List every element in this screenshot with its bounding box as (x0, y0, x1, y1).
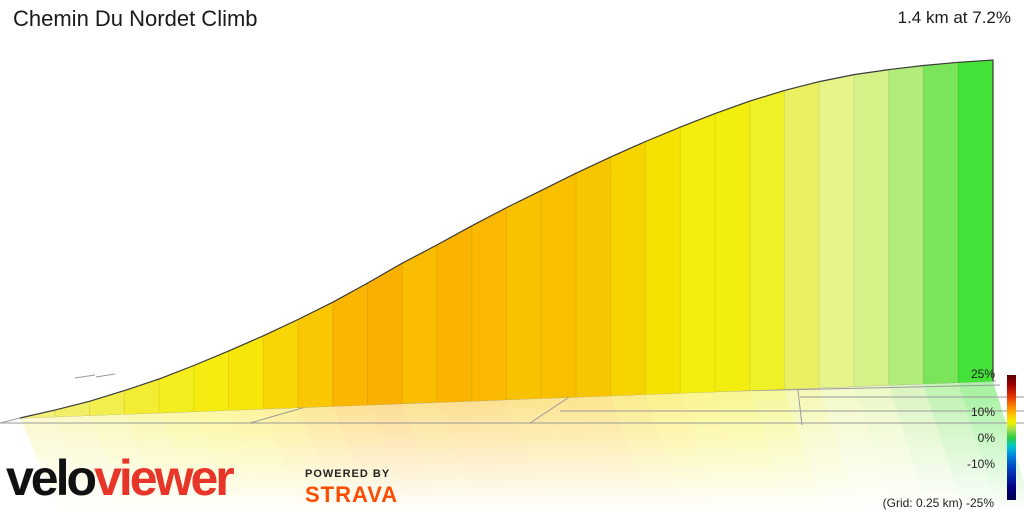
profile-outline (19, 59, 994, 419)
grid-mark (74, 374, 96, 379)
page-title: Chemin Du Nordet Climb (13, 6, 258, 31)
grade-band (540, 172, 577, 399)
scale-label-25: 25% (970, 367, 995, 381)
grade-band (784, 81, 820, 390)
grade-band (436, 225, 473, 403)
grade-band (193, 350, 229, 412)
grade-band (506, 189, 542, 400)
grid-mark (95, 373, 116, 378)
grade-band (853, 69, 890, 387)
profile-side-lines (54, 60, 994, 417)
grade-band (749, 89, 785, 391)
grade-band (645, 126, 681, 395)
logo-velo: velo (6, 450, 97, 506)
climb-summary: 1.4 km at 7.2% (897, 8, 1011, 27)
strava-logo[interactable]: STRAVA (305, 482, 399, 507)
logo-viewer: viewer (94, 450, 235, 506)
grade-band (332, 282, 368, 407)
grade-band (714, 100, 751, 392)
powered-by-label: POWERED BY (305, 468, 391, 480)
grade-band (401, 244, 438, 404)
shadow-fade (0, 395, 1024, 512)
grid-line-edge (0, 417, 21, 424)
grade-band (610, 141, 646, 396)
grade-band (471, 207, 507, 402)
grade-band (89, 390, 125, 416)
veloviewer-logo[interactable]: veloviewer (6, 449, 235, 507)
grade-bands (19, 59, 994, 419)
grade-band (888, 65, 924, 386)
scale-label-0: 0% (977, 431, 995, 445)
grade-band (575, 156, 612, 398)
grid-note: (Grid: 0.25 km) -25% (882, 496, 994, 510)
grade-band (367, 262, 403, 406)
scale-label-minus-10: -10% (966, 457, 995, 471)
grade-band (957, 59, 994, 383)
grade-band (228, 335, 264, 411)
grade-band (818, 74, 855, 388)
grade-color-scale (1007, 375, 1016, 500)
grade-band (297, 301, 334, 408)
grade-band (923, 61, 959, 384)
scale-label-10: 10% (970, 405, 995, 419)
grade-band (679, 113, 716, 394)
